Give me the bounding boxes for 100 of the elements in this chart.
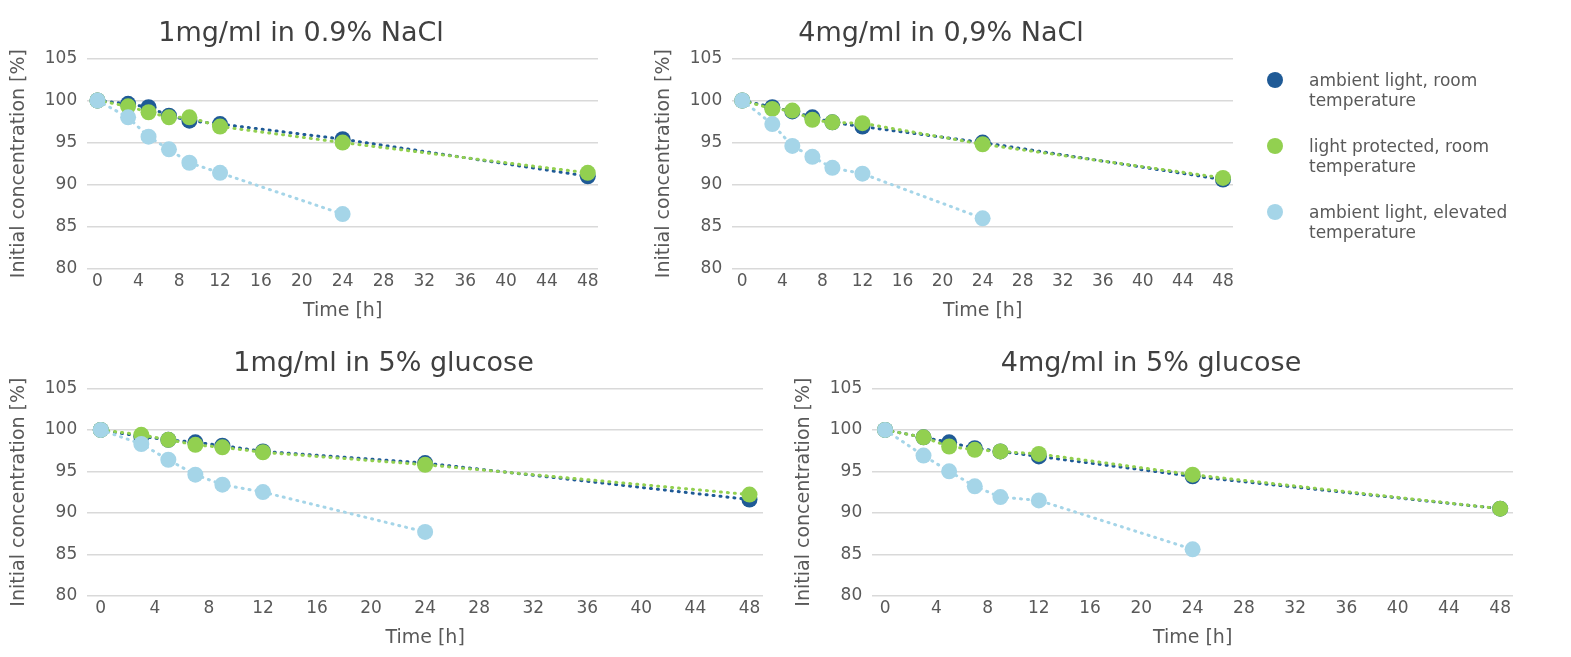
point [824, 159, 841, 176]
point [160, 141, 177, 158]
x-tick-label: 44 [1172, 270, 1194, 291]
y-tick-label: 100 [44, 88, 78, 109]
point [214, 476, 231, 493]
y-tick-label: 105 [829, 376, 863, 397]
y-tick-label: 95 [700, 130, 723, 151]
x-tick-label: 8 [982, 597, 993, 618]
x-tick-label: 20 [931, 270, 954, 291]
x-tick-label: 4 [930, 597, 942, 618]
x-tick-label: 16 [306, 597, 328, 618]
point [254, 484, 271, 501]
point [181, 154, 198, 171]
point [941, 463, 958, 480]
y-tick-label: 80 [55, 257, 78, 278]
y-tick-label: 105 [689, 46, 723, 67]
x-tick-label: 44 [684, 597, 707, 618]
x-tick-label: 40 [1132, 270, 1154, 291]
x-tick-label: 36 [576, 597, 599, 618]
point [784, 137, 801, 154]
x-axis-title: Time [h] [1151, 624, 1233, 647]
chart-title: 4mg/ml in 0,9% NaCl [798, 16, 1084, 48]
point [140, 128, 157, 145]
point [160, 451, 177, 468]
x-tick-label: 0 [736, 270, 748, 291]
point [334, 206, 351, 223]
x-tick-label: 48 [576, 270, 599, 291]
point [974, 210, 991, 227]
y-tick-label: 80 [55, 584, 78, 605]
y-tick-label: 85 [55, 542, 78, 563]
x-tick-label: 12 [851, 270, 874, 291]
y-tick-label: 95 [55, 130, 78, 151]
y-tick-label: 105 [44, 46, 78, 67]
y-tick-label: 90 [55, 501, 78, 522]
x-tick-label: 28 [1011, 270, 1034, 291]
x-tick-label: 0 [92, 270, 103, 291]
x-tick-label: 44 [536, 270, 558, 291]
x-tick-label: 12 [209, 270, 231, 291]
point [854, 165, 871, 182]
point [992, 489, 1009, 506]
x-tick-label: 0 [879, 597, 891, 618]
x-tick-label: 28 [372, 270, 395, 291]
point [764, 116, 781, 133]
point [212, 164, 229, 181]
x-tick-label: 16 [250, 270, 272, 291]
x-tick-label: 4 [776, 270, 788, 291]
chart-title: 4mg/ml in 5% glucose [1000, 346, 1302, 378]
x-tick-label: 8 [173, 270, 185, 291]
y-tick-label: 85 [840, 542, 863, 563]
x-tick-label: 40 [495, 270, 517, 291]
y-tick-label: 100 [44, 418, 78, 439]
point [1030, 492, 1047, 509]
y-axis-title: Initial concentration [%] [651, 49, 674, 279]
point [804, 148, 821, 165]
x-tick-label: 4 [132, 270, 144, 291]
y-tick-label: 85 [55, 215, 78, 236]
x-tick-label: 12 [1028, 597, 1050, 618]
x-tick-label: 16 [891, 270, 914, 291]
legend-label: light protected, room temperature [1309, 136, 1491, 176]
x-tick-label: 16 [1079, 597, 1101, 618]
point [120, 109, 137, 126]
point [140, 104, 157, 121]
x-tick-label: 12 [252, 597, 274, 618]
y-tick-label: 85 [700, 215, 723, 236]
point [133, 435, 150, 452]
chart-title: 1mg/ml in 5% glucose [233, 346, 534, 378]
y-tick-label: 95 [840, 459, 863, 480]
point [417, 523, 434, 540]
point [941, 438, 958, 455]
y-tick-label: 90 [700, 173, 723, 194]
x-tick-label: 48 [1212, 270, 1234, 291]
point [1184, 541, 1201, 558]
x-tick-label: 20 [290, 270, 313, 291]
point [579, 164, 596, 181]
x-tick-label: 40 [1386, 597, 1409, 618]
x-tick-label: 28 [1233, 597, 1255, 618]
x-tick-label: 0 [95, 597, 107, 618]
x-tick-label: 36 [454, 270, 477, 291]
x-tick-label: 32 [413, 270, 436, 291]
x-tick-label: 8 [816, 270, 828, 291]
x-tick-label: 44 [1438, 597, 1460, 618]
point [966, 478, 983, 495]
x-axis-title: Time [h] [384, 624, 465, 647]
y-tick-label: 90 [55, 173, 78, 194]
x-tick-label: 4 [149, 597, 161, 618]
legend-label: ambient light, elevated temperature [1309, 202, 1509, 242]
x-tick-label: 48 [738, 597, 761, 618]
x-tick-label: 8 [203, 597, 215, 618]
x-tick-label: 32 [1051, 270, 1074, 291]
point [741, 486, 758, 503]
x-axis-title: Time [h] [941, 297, 1023, 320]
x-tick-label: 32 [522, 597, 545, 618]
x-tick-label: 48 [1489, 597, 1512, 618]
point [915, 447, 932, 464]
y-axis-title: Initial concentration [%] [791, 377, 814, 607]
y-tick-label: 100 [689, 88, 723, 109]
x-tick-label: 32 [1284, 597, 1306, 618]
x-axis-title: Time [h] [301, 297, 383, 320]
y-tick-label: 80 [840, 584, 863, 605]
x-tick-label: 20 [1130, 597, 1153, 618]
